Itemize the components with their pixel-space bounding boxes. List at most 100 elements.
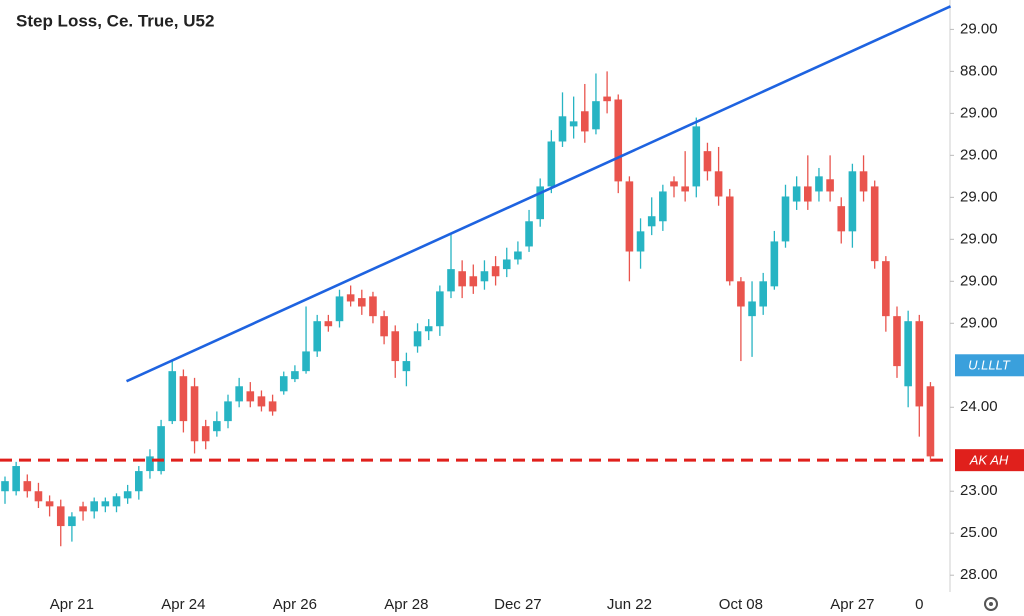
y-tick-label: 24.00 bbox=[960, 398, 998, 415]
candle-body bbox=[547, 141, 556, 187]
candle-body bbox=[424, 326, 433, 332]
y-tick-label: 88.00 bbox=[960, 62, 998, 79]
candle-body bbox=[536, 186, 544, 220]
stop-loss-label: AK AH bbox=[969, 453, 1009, 468]
y-tick-label: 29.00 bbox=[960, 230, 998, 247]
price-badge bbox=[955, 354, 1024, 377]
candle-body bbox=[725, 196, 734, 282]
candle-body bbox=[201, 426, 210, 442]
candle-body bbox=[748, 301, 756, 317]
candle-body bbox=[569, 121, 578, 127]
candle-body bbox=[291, 371, 299, 380]
candle-body bbox=[279, 376, 288, 392]
x-tick-label: 0 bbox=[915, 596, 923, 613]
candle-body bbox=[346, 294, 355, 302]
x-tick-label: Apr 27 bbox=[830, 596, 874, 613]
x-tick-label: Dec 27 bbox=[494, 596, 542, 613]
candle-body bbox=[480, 271, 489, 282]
x-tick-label: Apr 26 bbox=[273, 596, 317, 613]
candle-body bbox=[636, 231, 645, 252]
candle-body bbox=[56, 506, 65, 527]
candle-body bbox=[592, 101, 600, 130]
candle-body bbox=[469, 276, 478, 287]
y-tick-label: 29.00 bbox=[960, 314, 998, 331]
y-tick-label: 29.00 bbox=[960, 146, 998, 163]
candle-body bbox=[257, 396, 266, 407]
chart-title: Step Loss, Ce. True, U52 bbox=[16, 11, 214, 30]
candle-body bbox=[558, 116, 567, 142]
candle-body bbox=[90, 501, 98, 512]
candle-body bbox=[68, 516, 76, 527]
x-tick-label: Apr 21 bbox=[50, 596, 94, 613]
candle-body bbox=[870, 186, 879, 262]
x-tick-label: Apr 24 bbox=[161, 596, 205, 613]
y-tick-label: 29.00 bbox=[960, 272, 998, 289]
x-tick-label: Oct 08 bbox=[719, 596, 763, 613]
settings-icon[interactable] bbox=[984, 597, 998, 611]
candle-body bbox=[224, 401, 232, 422]
candle-body bbox=[313, 321, 321, 352]
candle-body bbox=[436, 291, 444, 327]
candle-body bbox=[135, 471, 143, 492]
candle-body bbox=[581, 111, 589, 132]
candle-body bbox=[848, 171, 857, 232]
candle-body bbox=[190, 386, 199, 442]
candle-body bbox=[692, 126, 701, 187]
candle-body bbox=[79, 506, 87, 512]
candle-body bbox=[380, 316, 388, 337]
y-tick-label: 25.00 bbox=[960, 524, 998, 541]
candle-body bbox=[12, 466, 20, 492]
candle-body bbox=[391, 331, 400, 362]
candle-body bbox=[603, 96, 611, 102]
candle-body bbox=[826, 179, 834, 192]
candle-body bbox=[213, 421, 221, 432]
candle-body bbox=[123, 491, 132, 499]
candle-body bbox=[268, 401, 277, 412]
candle-body bbox=[659, 191, 667, 222]
candle-body bbox=[514, 251, 522, 260]
candle-body bbox=[157, 426, 165, 472]
candle-body bbox=[23, 481, 32, 492]
candle-body bbox=[146, 456, 154, 472]
candle-body bbox=[1, 481, 9, 492]
candle-body bbox=[502, 259, 511, 270]
candle-body bbox=[458, 271, 466, 287]
settings-icon-ring[interactable] bbox=[984, 597, 998, 611]
candle-body bbox=[447, 269, 455, 292]
candle-body bbox=[112, 496, 121, 507]
candle-body bbox=[324, 321, 333, 327]
candle-body bbox=[759, 281, 767, 307]
y-tick-label: 23.00 bbox=[960, 482, 998, 499]
candle-body bbox=[837, 206, 846, 232]
candle-body bbox=[525, 221, 533, 247]
candle-body bbox=[246, 391, 255, 402]
candle-body bbox=[358, 298, 366, 307]
y-tick-label: 29.00 bbox=[960, 188, 998, 205]
candle-body bbox=[737, 281, 745, 307]
candle-body bbox=[792, 186, 801, 202]
price-badge-label: U.LLLT bbox=[968, 358, 1011, 373]
candle-body bbox=[904, 321, 912, 387]
candle-body bbox=[893, 316, 901, 367]
y-tick-label: 29.00 bbox=[960, 104, 998, 121]
candle-body bbox=[179, 376, 188, 422]
x-tick-label: Apr 28 bbox=[384, 596, 428, 613]
y-tick-label: 28.00 bbox=[960, 566, 998, 583]
candle-body bbox=[101, 501, 110, 507]
x-tick-label: Jun 22 bbox=[607, 596, 652, 613]
y-tick-label: 29.00 bbox=[960, 20, 998, 37]
candle-body bbox=[859, 171, 868, 192]
candle-body bbox=[413, 331, 422, 347]
candle-body bbox=[882, 261, 890, 317]
candle-body bbox=[670, 181, 678, 187]
candle-body bbox=[781, 196, 790, 242]
candle-body bbox=[614, 99, 623, 182]
settings-icon-dot[interactable] bbox=[989, 602, 993, 606]
candle-body bbox=[45, 501, 54, 507]
trendline bbox=[125, 5, 952, 383]
candle-body bbox=[235, 386, 243, 402]
candle-body bbox=[34, 491, 43, 502]
candle-body bbox=[915, 321, 924, 407]
